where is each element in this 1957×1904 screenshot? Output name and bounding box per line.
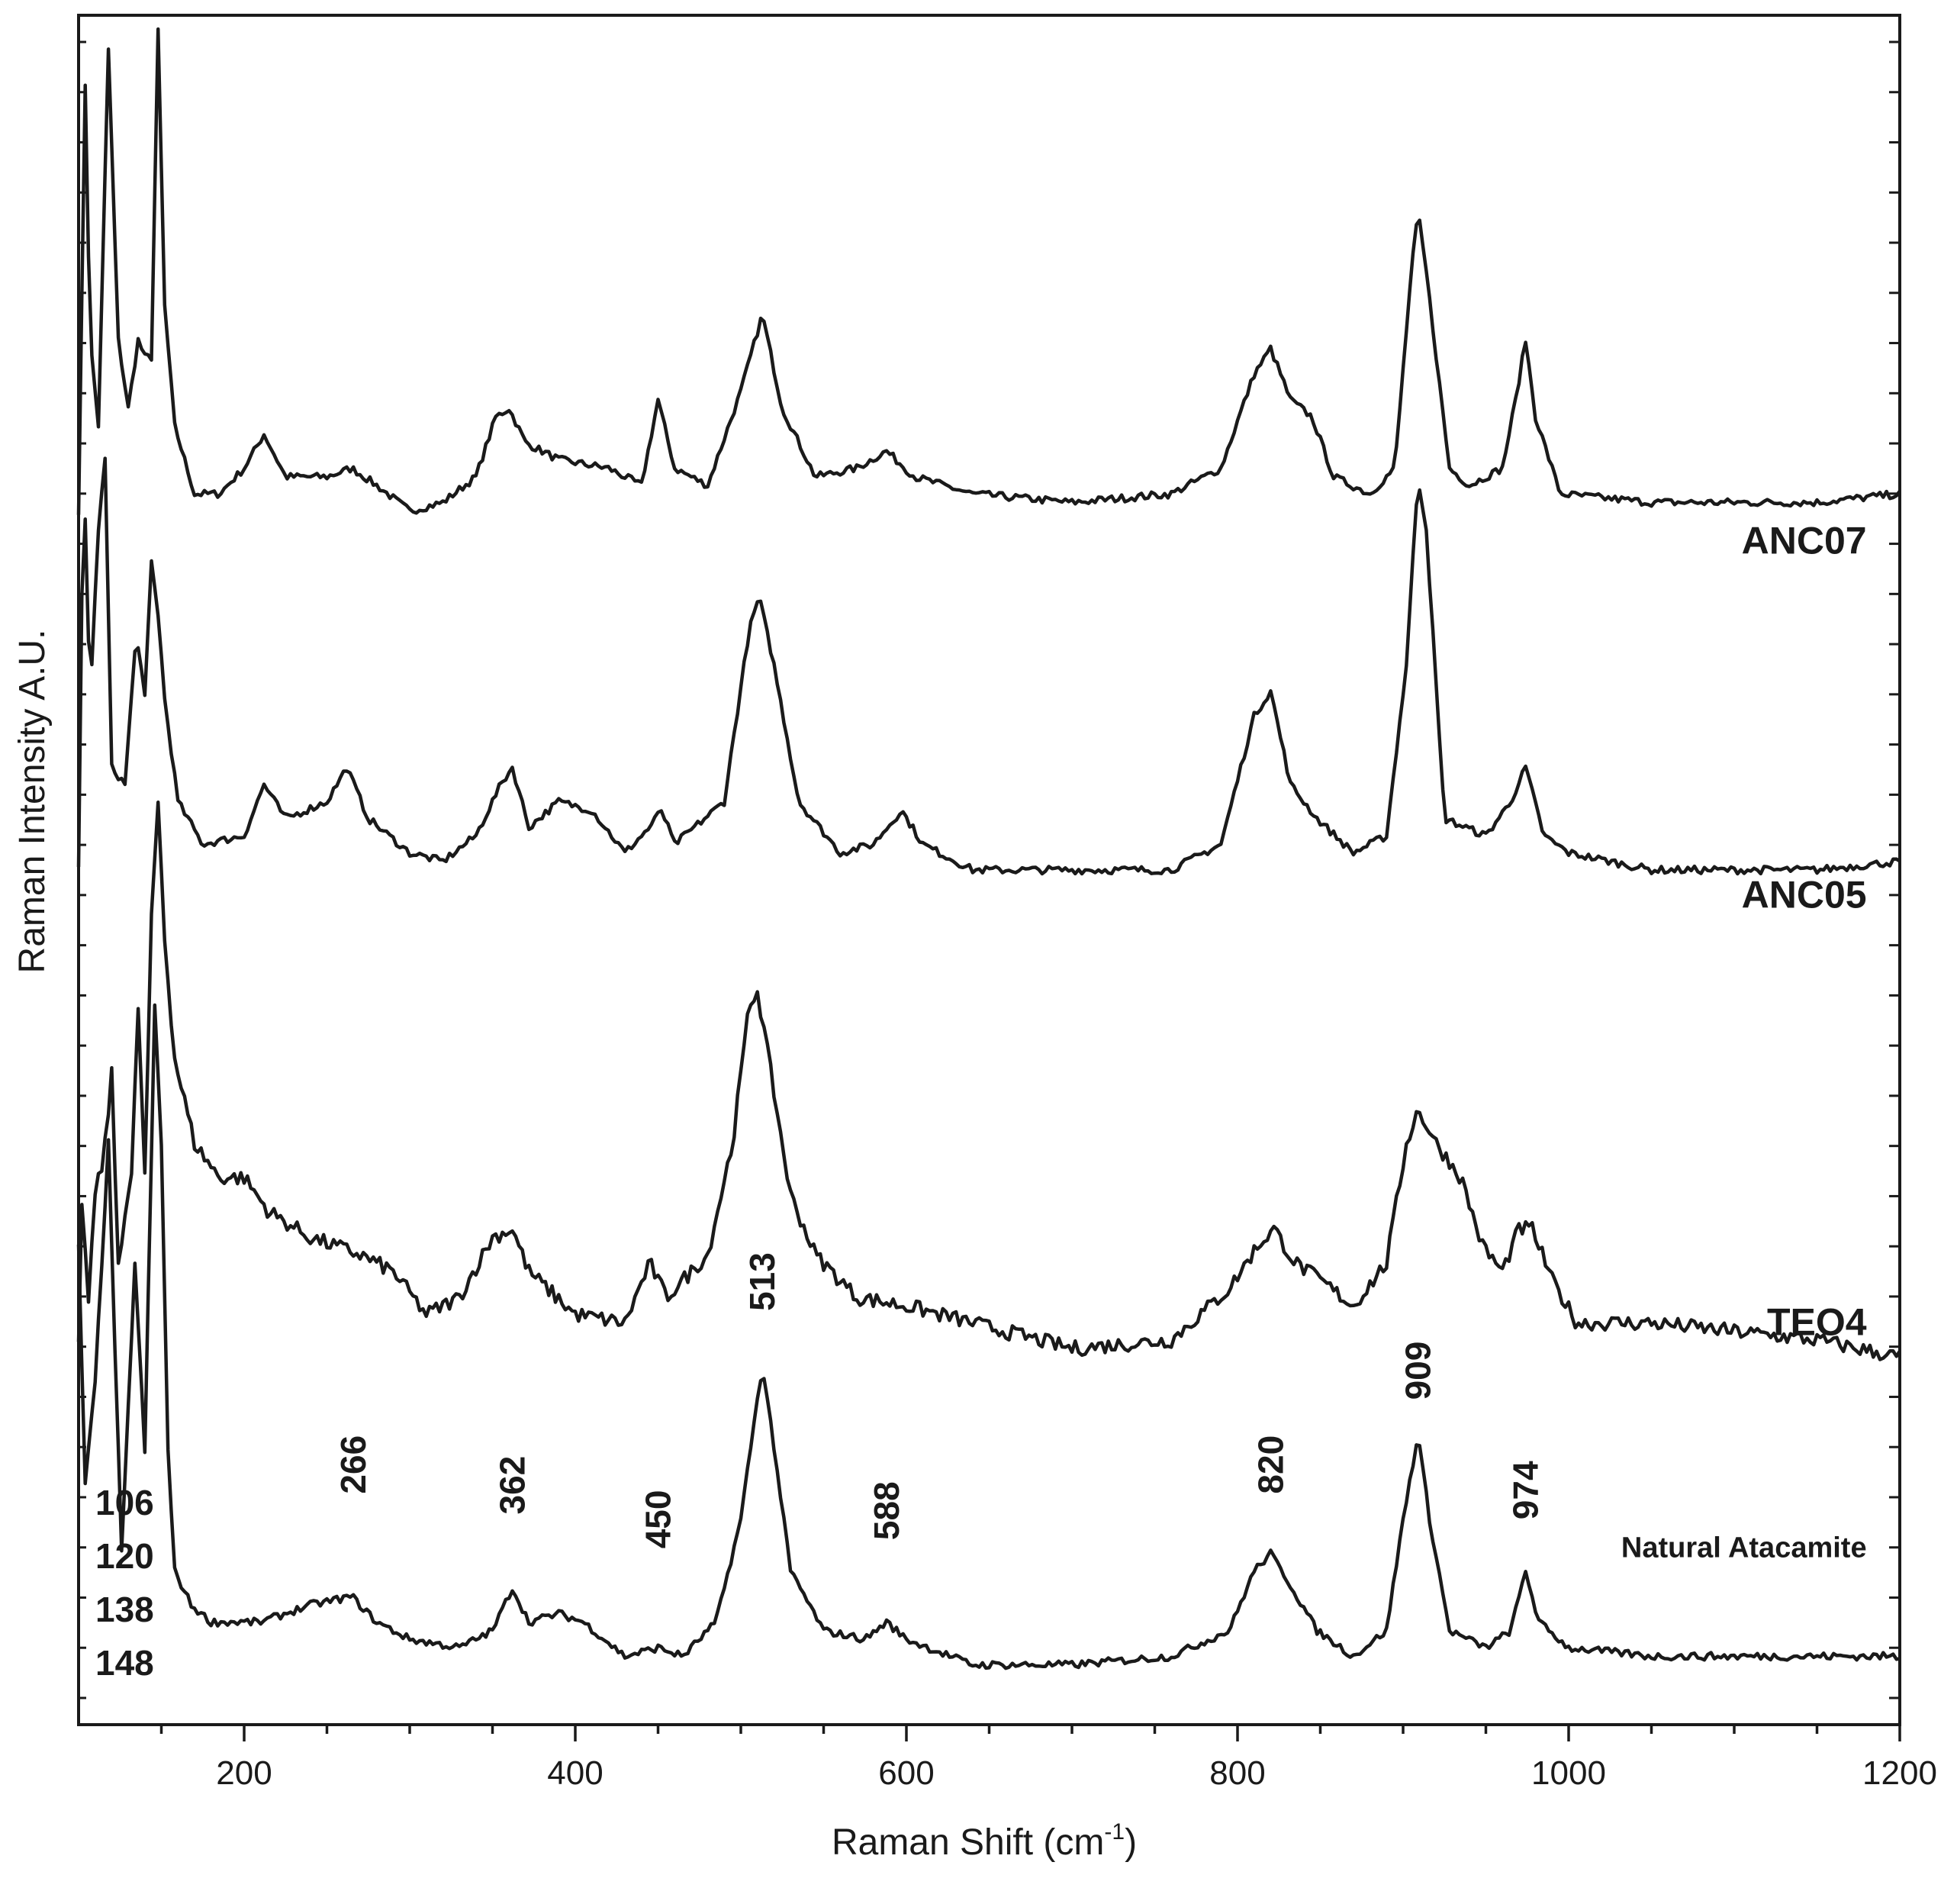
x-axis: 200 400 600 800 1000 1200 — [159, 1725, 1937, 1792]
peak-label: 450 — [639, 1490, 678, 1549]
series-labels: ANC07 ANC05 TEO4 Natural Atacamite — [1621, 520, 1867, 1564]
y-axis — [79, 40, 1900, 1699]
x-tick-label: 1000 — [1531, 1754, 1606, 1792]
x-axis-label-close: ) — [1125, 1822, 1137, 1863]
peak-label: 266 — [333, 1435, 373, 1494]
series-label: ANC05 — [1742, 873, 1867, 916]
y-axis-label: Raman Intensity A.U. — [12, 630, 53, 974]
x-axis-label: Raman Shift (cm-1) — [832, 1819, 1137, 1863]
peak-label: 513 — [742, 1252, 782, 1311]
peak-label: 588 — [867, 1481, 906, 1540]
trace-anc07 — [76, 27, 1901, 515]
x-tick-label: 600 — [878, 1754, 934, 1792]
x-tick-label: 400 — [547, 1754, 603, 1792]
low-peak-labels: 106 120 138 148 — [95, 1483, 154, 1683]
x-tick-label: 1200 — [1862, 1754, 1937, 1792]
series-label: TEO4 — [1767, 1300, 1867, 1343]
x-axis-label-superscript: -1 — [1104, 1819, 1125, 1844]
x-tick-label: 200 — [216, 1754, 272, 1792]
trace-natural-atacamite — [76, 1003, 1901, 1670]
low-peak-label: 138 — [95, 1590, 154, 1629]
trace-anc05 — [76, 456, 1901, 876]
x-axis-label-main: Raman Shift (cm — [832, 1822, 1104, 1863]
peak-label: 974 — [1506, 1461, 1546, 1519]
peak-labels: 266 362 450 513 588 820 909 974 — [333, 1252, 1545, 1548]
low-peak-label: 120 — [95, 1536, 154, 1576]
spectra-traces — [76, 27, 1901, 1670]
trace-teo4 — [76, 801, 1901, 1361]
low-peak-label: 106 — [95, 1483, 154, 1522]
peak-label: 909 — [1399, 1342, 1438, 1400]
x-tick-label: 800 — [1209, 1754, 1265, 1792]
peak-label: 820 — [1250, 1435, 1290, 1494]
low-peak-label: 148 — [95, 1643, 154, 1683]
series-label: ANC07 — [1742, 520, 1867, 562]
series-label: Natural Atacamite — [1621, 1532, 1867, 1564]
peak-label: 362 — [493, 1456, 533, 1515]
